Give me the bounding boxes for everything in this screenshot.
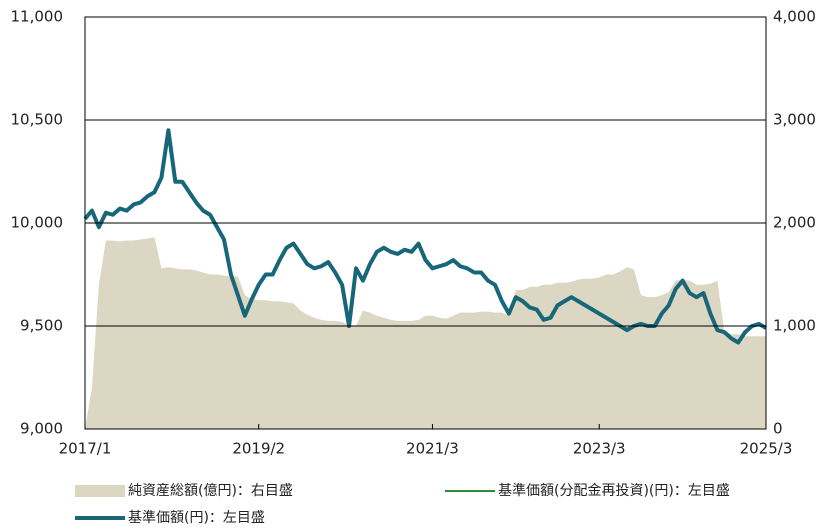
y2-tick-label: 0 xyxy=(773,420,783,438)
x-tick-label: 2025/3 xyxy=(740,440,793,458)
y-tick-label: 10,000 xyxy=(11,214,64,232)
y2-tick-label: 2,000 xyxy=(773,214,816,232)
y2-tick-label: 3,000 xyxy=(773,111,816,129)
legend-label: 基準価額(分配金再投資)(円)：左目盛 xyxy=(498,482,730,499)
y-tick-label: 11,000 xyxy=(11,8,64,26)
y-tick-label: 9,500 xyxy=(20,317,63,335)
x-tick-label: 2021/3 xyxy=(406,440,459,458)
x-tick-label: 2019/2 xyxy=(232,440,285,458)
plot-frame xyxy=(84,16,767,430)
y-tick-label: 9,000 xyxy=(20,420,63,438)
x-tick-label: 2017/1 xyxy=(59,440,112,458)
y2-tick-label: 4,000 xyxy=(773,8,816,26)
x-tick-label: 2023/3 xyxy=(573,440,626,458)
legend-label: 純資産総額(億円)：右目盛 xyxy=(128,483,293,499)
y2-tick-label: 1,000 xyxy=(773,317,816,335)
legend-swatch xyxy=(75,485,125,497)
area xyxy=(85,237,766,429)
legend-label: 基準価額(円)：左目盛 xyxy=(128,509,265,526)
y-tick-label: 10,500 xyxy=(11,111,64,129)
